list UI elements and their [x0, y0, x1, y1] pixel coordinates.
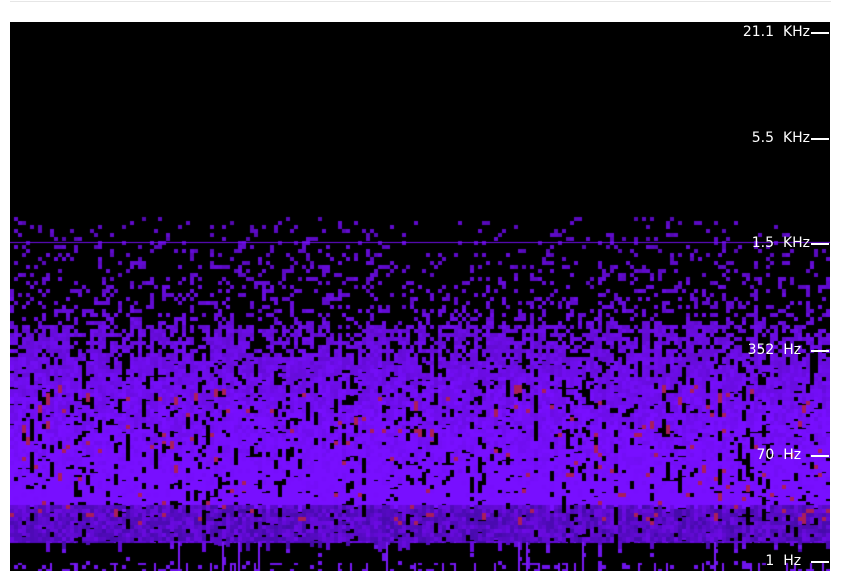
freq-label-1hz: 1 Hz	[765, 553, 802, 569]
spectrogram-canvas[interactable]	[10, 22, 830, 571]
spectrogram-view[interactable]	[10, 22, 830, 571]
freq-label-70hz: 70 Hz	[756, 447, 802, 463]
freq-tick	[811, 561, 829, 563]
freq-tick	[811, 32, 829, 34]
freq-label-21khz: 21.1 KHz	[742, 24, 810, 40]
freq-label-1khz: 1.5 KHz	[751, 235, 810, 251]
freq-label-352hz: 352 Hz	[747, 342, 802, 358]
freq-tick	[811, 350, 829, 352]
freq-tick	[811, 455, 829, 457]
freq-label-5khz: 5.5 KHz	[751, 130, 810, 146]
top-divider	[10, 1, 831, 2]
freq-tick	[811, 243, 829, 245]
freq-tick	[811, 138, 829, 140]
